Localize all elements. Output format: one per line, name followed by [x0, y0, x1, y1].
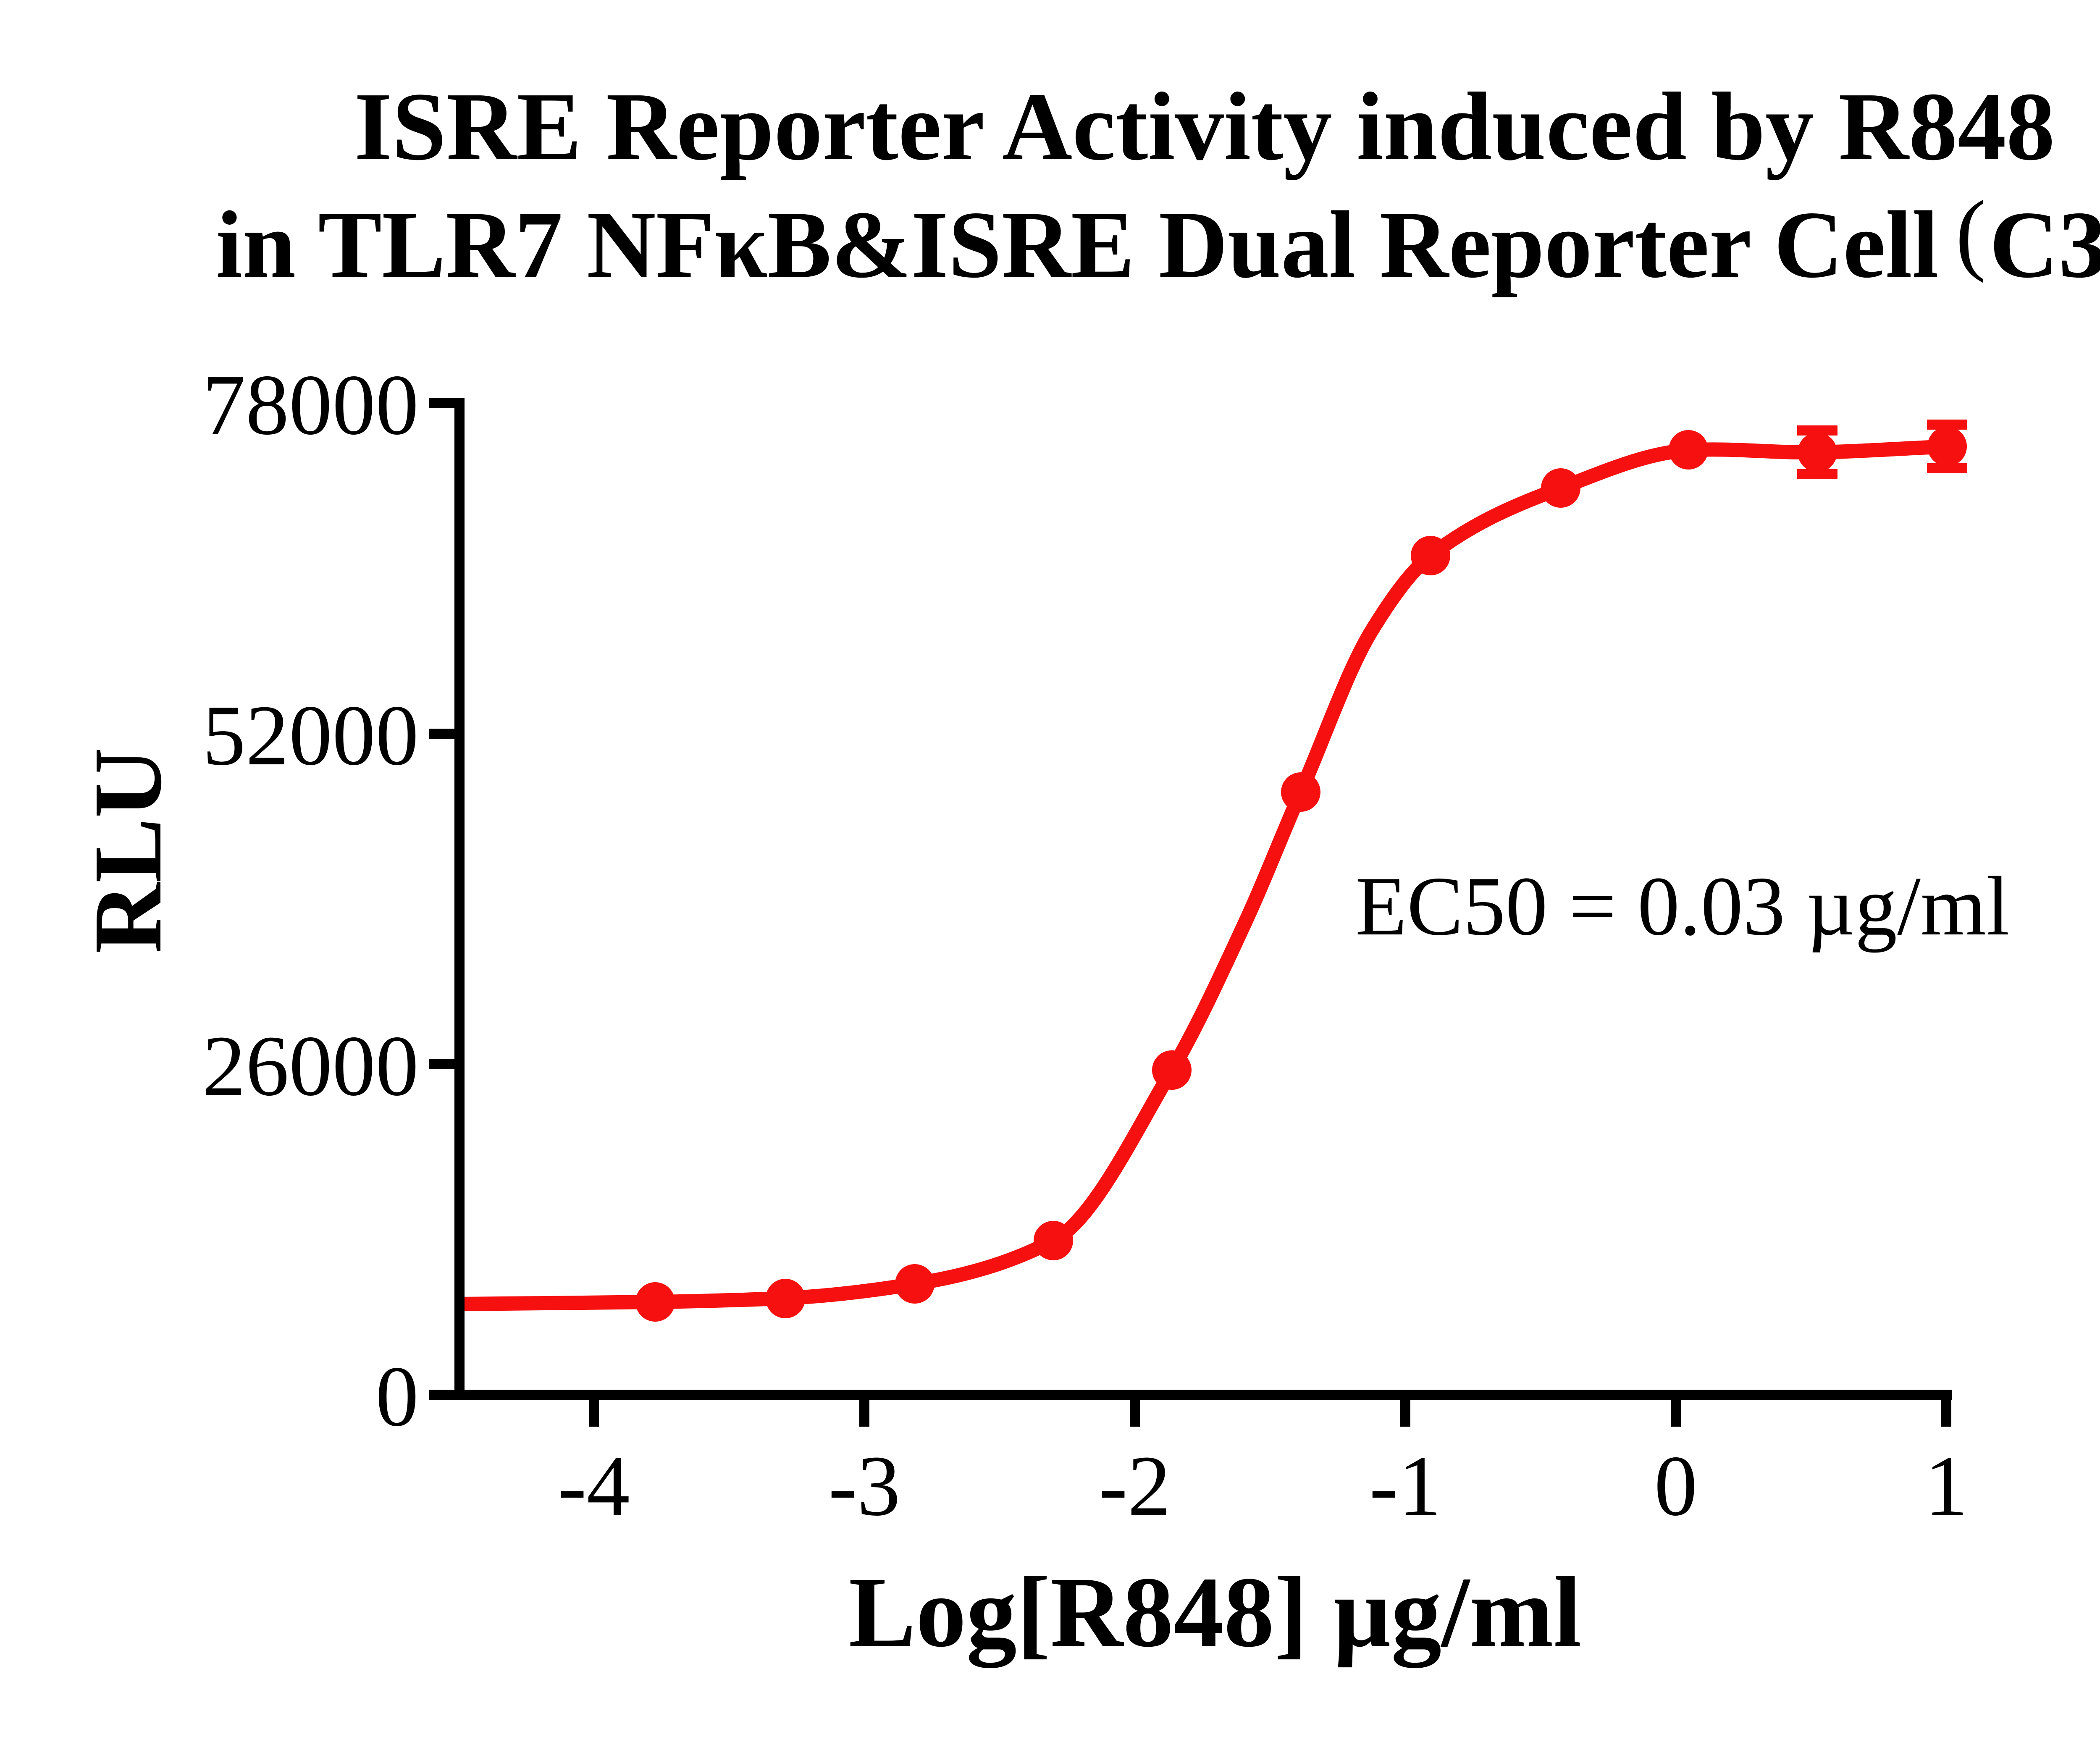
svg-text:0: 0 — [375, 1348, 419, 1444]
svg-text:-2: -2 — [1099, 1438, 1171, 1534]
svg-text:in TLR7 NFκB&ISRE Dual Reporte: in TLR7 NFκB&ISRE Dual Reporter Cell(C3) — [216, 182, 2100, 298]
svg-text:EC50 = 0.03 µg/ml: EC50 = 0.03 µg/ml — [1355, 860, 2010, 953]
svg-text:52000: 52000 — [202, 687, 419, 783]
svg-text:RLU: RLU — [74, 748, 182, 953]
svg-text:78000: 78000 — [202, 357, 419, 453]
svg-text:26000: 26000 — [202, 1018, 419, 1114]
svg-text:-4: -4 — [558, 1438, 630, 1534]
svg-text:Log[R848] µg/ml: Log[R848] µg/ml — [849, 1556, 1582, 1668]
svg-text:-3: -3 — [828, 1438, 900, 1534]
svg-text:1: 1 — [1925, 1438, 1968, 1534]
svg-text:0: 0 — [1654, 1438, 1698, 1534]
svg-text:ISRE Reporter Activity induced: ISRE Reporter Activity induced by R848 — [354, 73, 2055, 181]
svg-text:-1: -1 — [1369, 1438, 1441, 1534]
